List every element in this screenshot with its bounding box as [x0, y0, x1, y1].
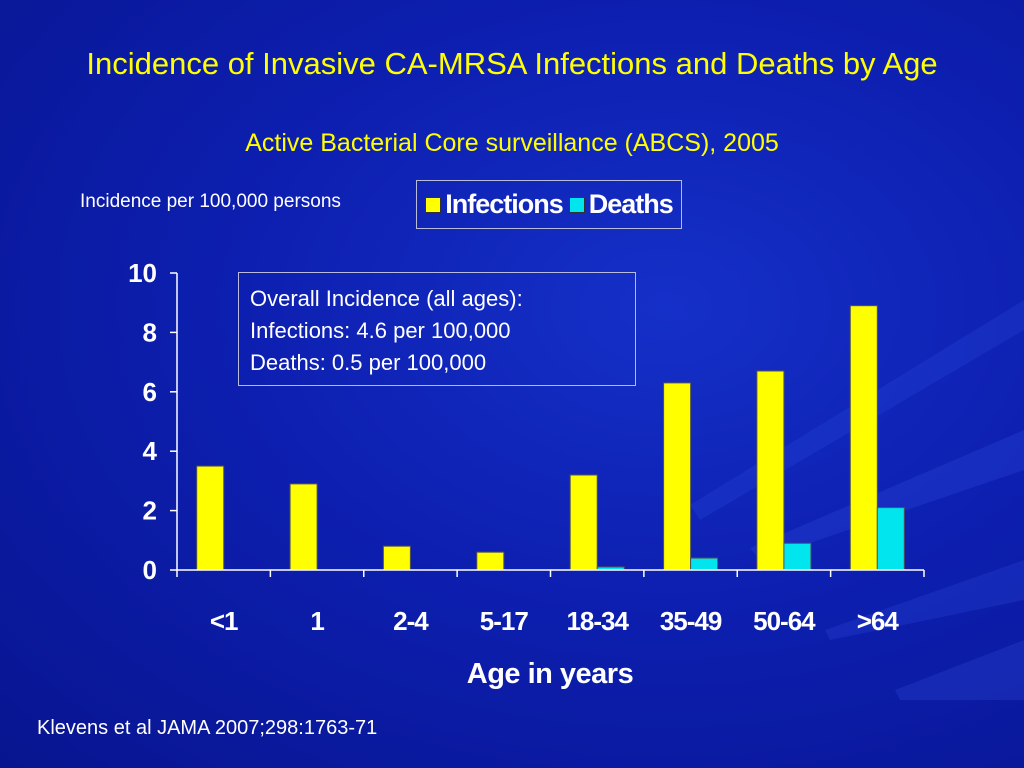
bar-infections-6: [756, 370, 785, 571]
legend-label-deaths: Deaths: [588, 189, 674, 219]
legend-item-deaths: Deaths: [568, 189, 674, 220]
citation: Klevens et al JAMA 2007;298:1763-71: [37, 717, 378, 739]
y-tick-label-0: 0: [143, 555, 157, 585]
y-axis-label: Incidence per 100,000 persons: [80, 191, 341, 212]
bar-infections-7: [849, 305, 878, 571]
bar-deaths-6: [783, 542, 812, 571]
bar-infections-1: [289, 483, 318, 571]
slide-title: Incidence of Invasive CA-MRSA Infections…: [86, 46, 938, 81]
x-tick-label-4: 18-34: [566, 606, 629, 636]
bar-deaths-5: [690, 557, 719, 571]
legend-label-infections: Infections: [445, 189, 564, 219]
bar-infections-3: [476, 551, 505, 571]
overall-incidence-note: Overall Incidence (all ages): Infections…: [238, 272, 636, 386]
annotation-line-2: Infections: 4.6 per 100,000: [250, 318, 511, 343]
x-tick-label-3: 5-17: [480, 606, 529, 636]
legend-swatch-deaths: [568, 196, 585, 213]
legend-swatch-infections: [425, 196, 442, 213]
y-tick-label-2: 2: [143, 496, 157, 526]
y-tick-label-6: 6: [143, 377, 157, 407]
annotation-line-1: Overall Incidence (all ages):: [250, 286, 523, 311]
legend-item-infections: Infections: [425, 189, 564, 220]
annotation-line-3: Deaths: 0.5 per 100,000: [250, 350, 487, 375]
x-tick-label-7: >64: [857, 606, 900, 636]
bar-infections-4: [569, 474, 598, 571]
chart-axes: 0 2 4 6 8 10 <1 1 2-4 5-17 18-34 35-49 50-64 >64: [128, 258, 925, 636]
x-tick-label-5: 35-49: [660, 606, 722, 636]
y-tick-label-10: 10: [128, 258, 157, 288]
bar-infections-0: [196, 465, 225, 571]
x-tick-label-0: <1: [210, 606, 238, 636]
x-tick-label-6: 50-64: [753, 606, 816, 636]
y-tick-label-4: 4: [143, 436, 158, 466]
slide-subtitle: Active Bacterial Core surveillance (ABCS…: [245, 129, 779, 157]
bar-infections-5: [663, 382, 692, 571]
chart-legend: Infections Deaths: [416, 180, 682, 229]
y-tick-label-8: 8: [143, 317, 157, 347]
bar-deaths-7: [876, 507, 905, 571]
bar-infections-2: [382, 545, 411, 571]
x-tick-label-1: 1: [310, 606, 324, 636]
x-axis-label: Age in years: [466, 658, 634, 690]
chart-bars: [196, 305, 905, 571]
x-tick-label-2: 2-4: [393, 606, 429, 636]
